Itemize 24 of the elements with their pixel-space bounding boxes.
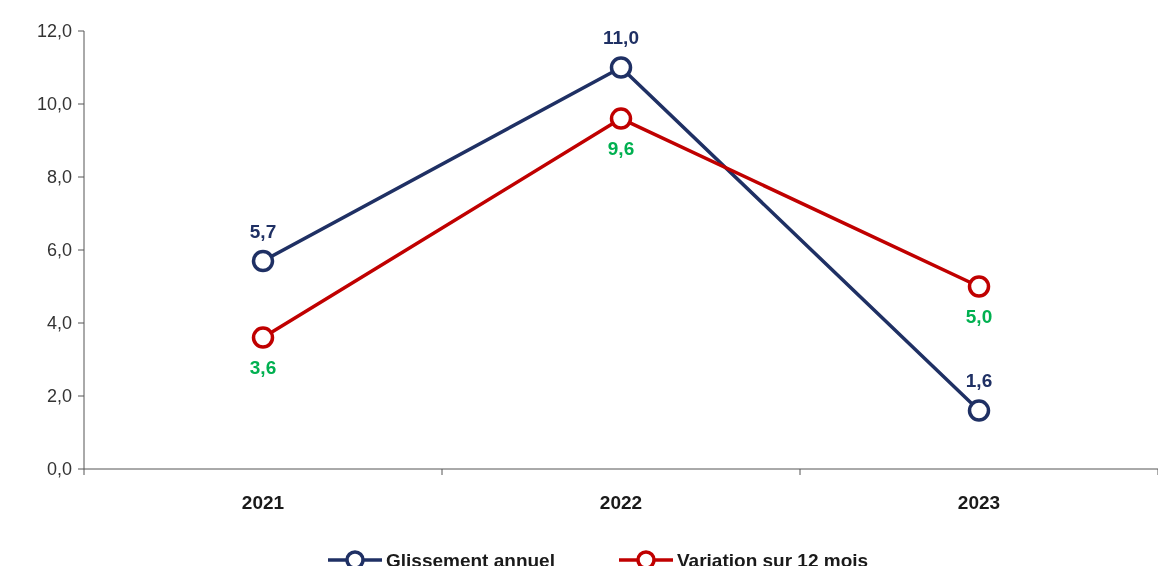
y-tick-label: 6,0 [46, 240, 72, 261]
y-tick-label: 10,0 [36, 94, 72, 115]
y-tick-label: 0,0 [46, 459, 72, 480]
data-label: 3,6 [249, 357, 277, 379]
point [967, 399, 991, 422]
point [251, 249, 275, 273]
y-tick-label: 8,0 [46, 167, 72, 188]
point [609, 56, 633, 79]
x-tick-label: 2023 [957, 492, 1001, 513]
data-label: 5,7 [249, 220, 277, 242]
data-label: 11,0 [603, 27, 639, 49]
x-tick-label: 2022 [599, 492, 643, 513]
point [609, 107, 633, 130]
y-tick-label: 4,0 [46, 313, 72, 334]
point [967, 275, 991, 298]
x-tick-label: 2021 [241, 492, 285, 513]
legend-label: Variation sur 12 mois [677, 549, 869, 566]
point [251, 326, 275, 349]
data-label: 5,0 [965, 306, 993, 328]
y-tick-label: 2,0 [46, 386, 72, 407]
data-label: 1,6 [965, 370, 993, 392]
legend-label: Glissement annuel [386, 549, 555, 566]
y-tick-label: 12,0 [36, 21, 72, 42]
data-label: 9,6 [607, 138, 635, 160]
